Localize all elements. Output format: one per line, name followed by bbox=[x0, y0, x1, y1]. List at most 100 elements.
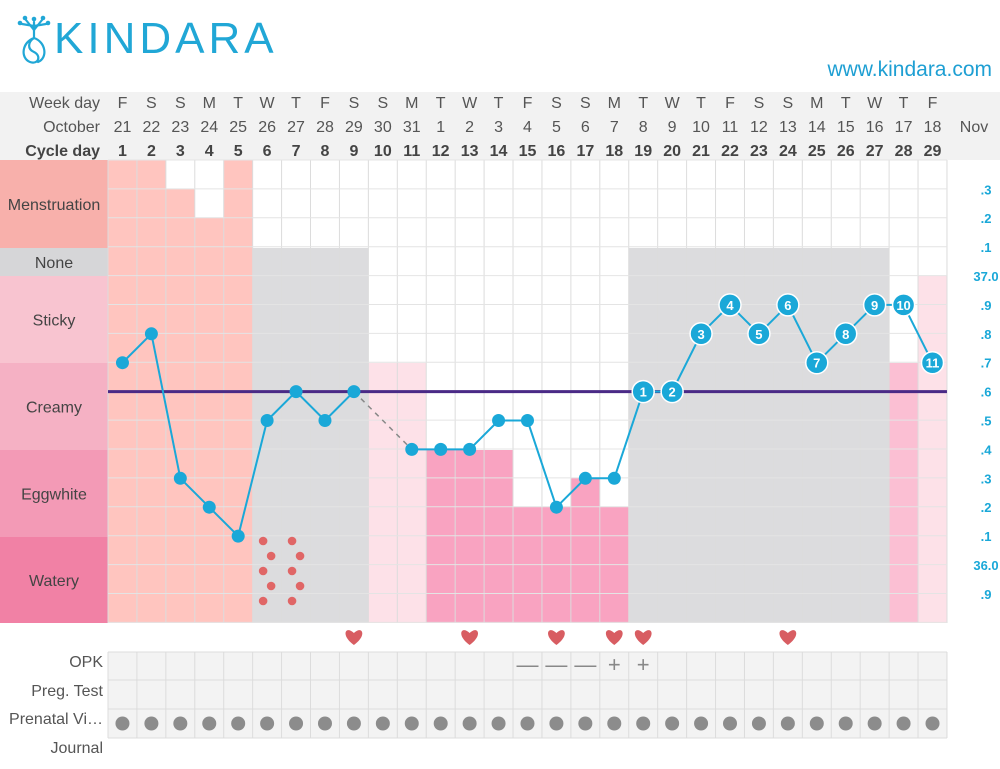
cycle-day-tick: 24 bbox=[779, 143, 797, 160]
brand-url[interactable]: www.kindara.com bbox=[827, 58, 992, 81]
temp-tick: 36.0 bbox=[973, 558, 998, 573]
fluid-column-bar bbox=[165, 189, 195, 623]
heart-icon bbox=[548, 630, 565, 645]
weekday-tick: T bbox=[291, 95, 301, 112]
temp-point bbox=[202, 500, 216, 514]
prenatal-dot bbox=[665, 716, 680, 731]
temp-point bbox=[805, 350, 829, 375]
date-tick: 30 bbox=[374, 119, 392, 136]
temp-point bbox=[578, 471, 592, 485]
temp-point bbox=[260, 414, 274, 427]
temp-point bbox=[776, 293, 800, 317]
temp-tick: .6 bbox=[981, 385, 992, 400]
prenatal-dot bbox=[317, 716, 332, 731]
weekday-tick: T bbox=[841, 95, 851, 112]
temp-segment bbox=[526, 420, 558, 508]
date-tick: 2 bbox=[465, 119, 474, 136]
heart-icon bbox=[345, 630, 363, 645]
cycle-day-tick: 13 bbox=[461, 143, 479, 160]
date-tick: 27 bbox=[287, 119, 305, 136]
date-tick: 23 bbox=[171, 119, 189, 136]
date-tick: 28 bbox=[316, 119, 334, 136]
temp-point bbox=[144, 327, 158, 341]
fluid-band-watery bbox=[0, 537, 108, 623]
cycle-day-tick: 15 bbox=[519, 143, 537, 160]
cycle-day-tick: 18 bbox=[605, 143, 623, 160]
temp-point bbox=[920, 350, 945, 375]
temp-tick: .2 bbox=[981, 211, 992, 226]
prenatal-dot bbox=[289, 716, 304, 731]
temp-point-label: 5 bbox=[755, 327, 762, 342]
weekday-tick: F bbox=[928, 95, 938, 112]
cycle-day-tick: 19 bbox=[634, 143, 652, 160]
date-tick: 24 bbox=[200, 119, 218, 136]
cycle-day-tick: 4 bbox=[205, 143, 214, 160]
weekday-tick: W bbox=[260, 95, 276, 112]
date-tick: 1 bbox=[436, 119, 445, 136]
fluid-column-bar bbox=[252, 248, 282, 623]
kindara-logo-icon bbox=[17, 15, 51, 64]
date-tick: 3 bbox=[494, 119, 503, 136]
weekday-tick: S bbox=[175, 95, 186, 112]
temp-point bbox=[520, 414, 534, 427]
temp-segment bbox=[121, 333, 153, 364]
date-tick: 6 bbox=[581, 119, 590, 136]
prenatal-dot bbox=[404, 716, 419, 731]
prenatal-dot bbox=[520, 716, 535, 731]
prenatal-dot bbox=[115, 716, 130, 731]
date-tick: 15 bbox=[837, 119, 855, 136]
temp-point bbox=[115, 356, 129, 370]
cycle-day-tick: 20 bbox=[663, 143, 681, 160]
cycle-day-tick: 27 bbox=[866, 143, 884, 160]
temp-point bbox=[660, 379, 684, 404]
weekday-tick: T bbox=[494, 95, 504, 112]
temp-segment bbox=[613, 391, 645, 479]
temp-point bbox=[862, 293, 887, 317]
prenatal-dot bbox=[780, 716, 795, 731]
temp-point bbox=[289, 385, 303, 399]
temp-point bbox=[463, 442, 477, 456]
fluid-band-sticky bbox=[0, 276, 108, 363]
journal-label: Journal bbox=[51, 740, 103, 757]
weekday-tick: M bbox=[405, 95, 418, 112]
temp-segment bbox=[468, 419, 500, 451]
fluid-label: Creamy bbox=[26, 400, 82, 417]
prenatal-label: Prenatal Vi… bbox=[9, 711, 103, 728]
temp-point bbox=[549, 500, 563, 514]
date-tick: 21 bbox=[114, 119, 132, 136]
date-tick: 17 bbox=[895, 119, 913, 136]
weekday-tick: M bbox=[608, 95, 621, 112]
temp-segment bbox=[237, 420, 269, 537]
temp-tick: .2 bbox=[981, 500, 992, 515]
cycle-day-tick: 9 bbox=[349, 143, 358, 160]
fluid-label: Watery bbox=[29, 573, 79, 590]
fluid-label: None bbox=[35, 255, 73, 272]
fluid-band-menstruation bbox=[0, 160, 108, 248]
temp-point bbox=[231, 529, 245, 543]
weekday-tick: F bbox=[725, 95, 735, 112]
spotting-dot bbox=[266, 551, 276, 561]
prenatal-dot bbox=[751, 716, 766, 731]
fluid-column-bar bbox=[889, 363, 919, 623]
weekday-tick: S bbox=[146, 95, 157, 112]
prenatal-dot bbox=[491, 716, 506, 731]
date-tick: 16 bbox=[866, 119, 884, 136]
temp-tick: .8 bbox=[981, 327, 992, 342]
weekday-header: Week day bbox=[29, 95, 100, 112]
prenatal-dot bbox=[809, 716, 824, 731]
prenatal-dot bbox=[867, 716, 882, 731]
temp-dashed-segment bbox=[353, 391, 413, 450]
spotting-dot bbox=[258, 566, 268, 576]
prenatal-dot bbox=[607, 716, 622, 731]
cycle-day-tick: 11 bbox=[403, 143, 420, 160]
temp-point-label: 6 bbox=[784, 298, 791, 313]
cycle-day-tick: 17 bbox=[576, 143, 594, 160]
weekday-tick: M bbox=[203, 95, 216, 112]
opk-result: — bbox=[516, 652, 538, 677]
cycle-day-tick: 14 bbox=[490, 143, 508, 160]
prenatal-dot bbox=[722, 716, 737, 731]
opk-result: — bbox=[545, 652, 567, 677]
temp-segment bbox=[295, 390, 326, 422]
temp-point bbox=[318, 414, 332, 427]
prenatal-dot bbox=[202, 716, 217, 731]
